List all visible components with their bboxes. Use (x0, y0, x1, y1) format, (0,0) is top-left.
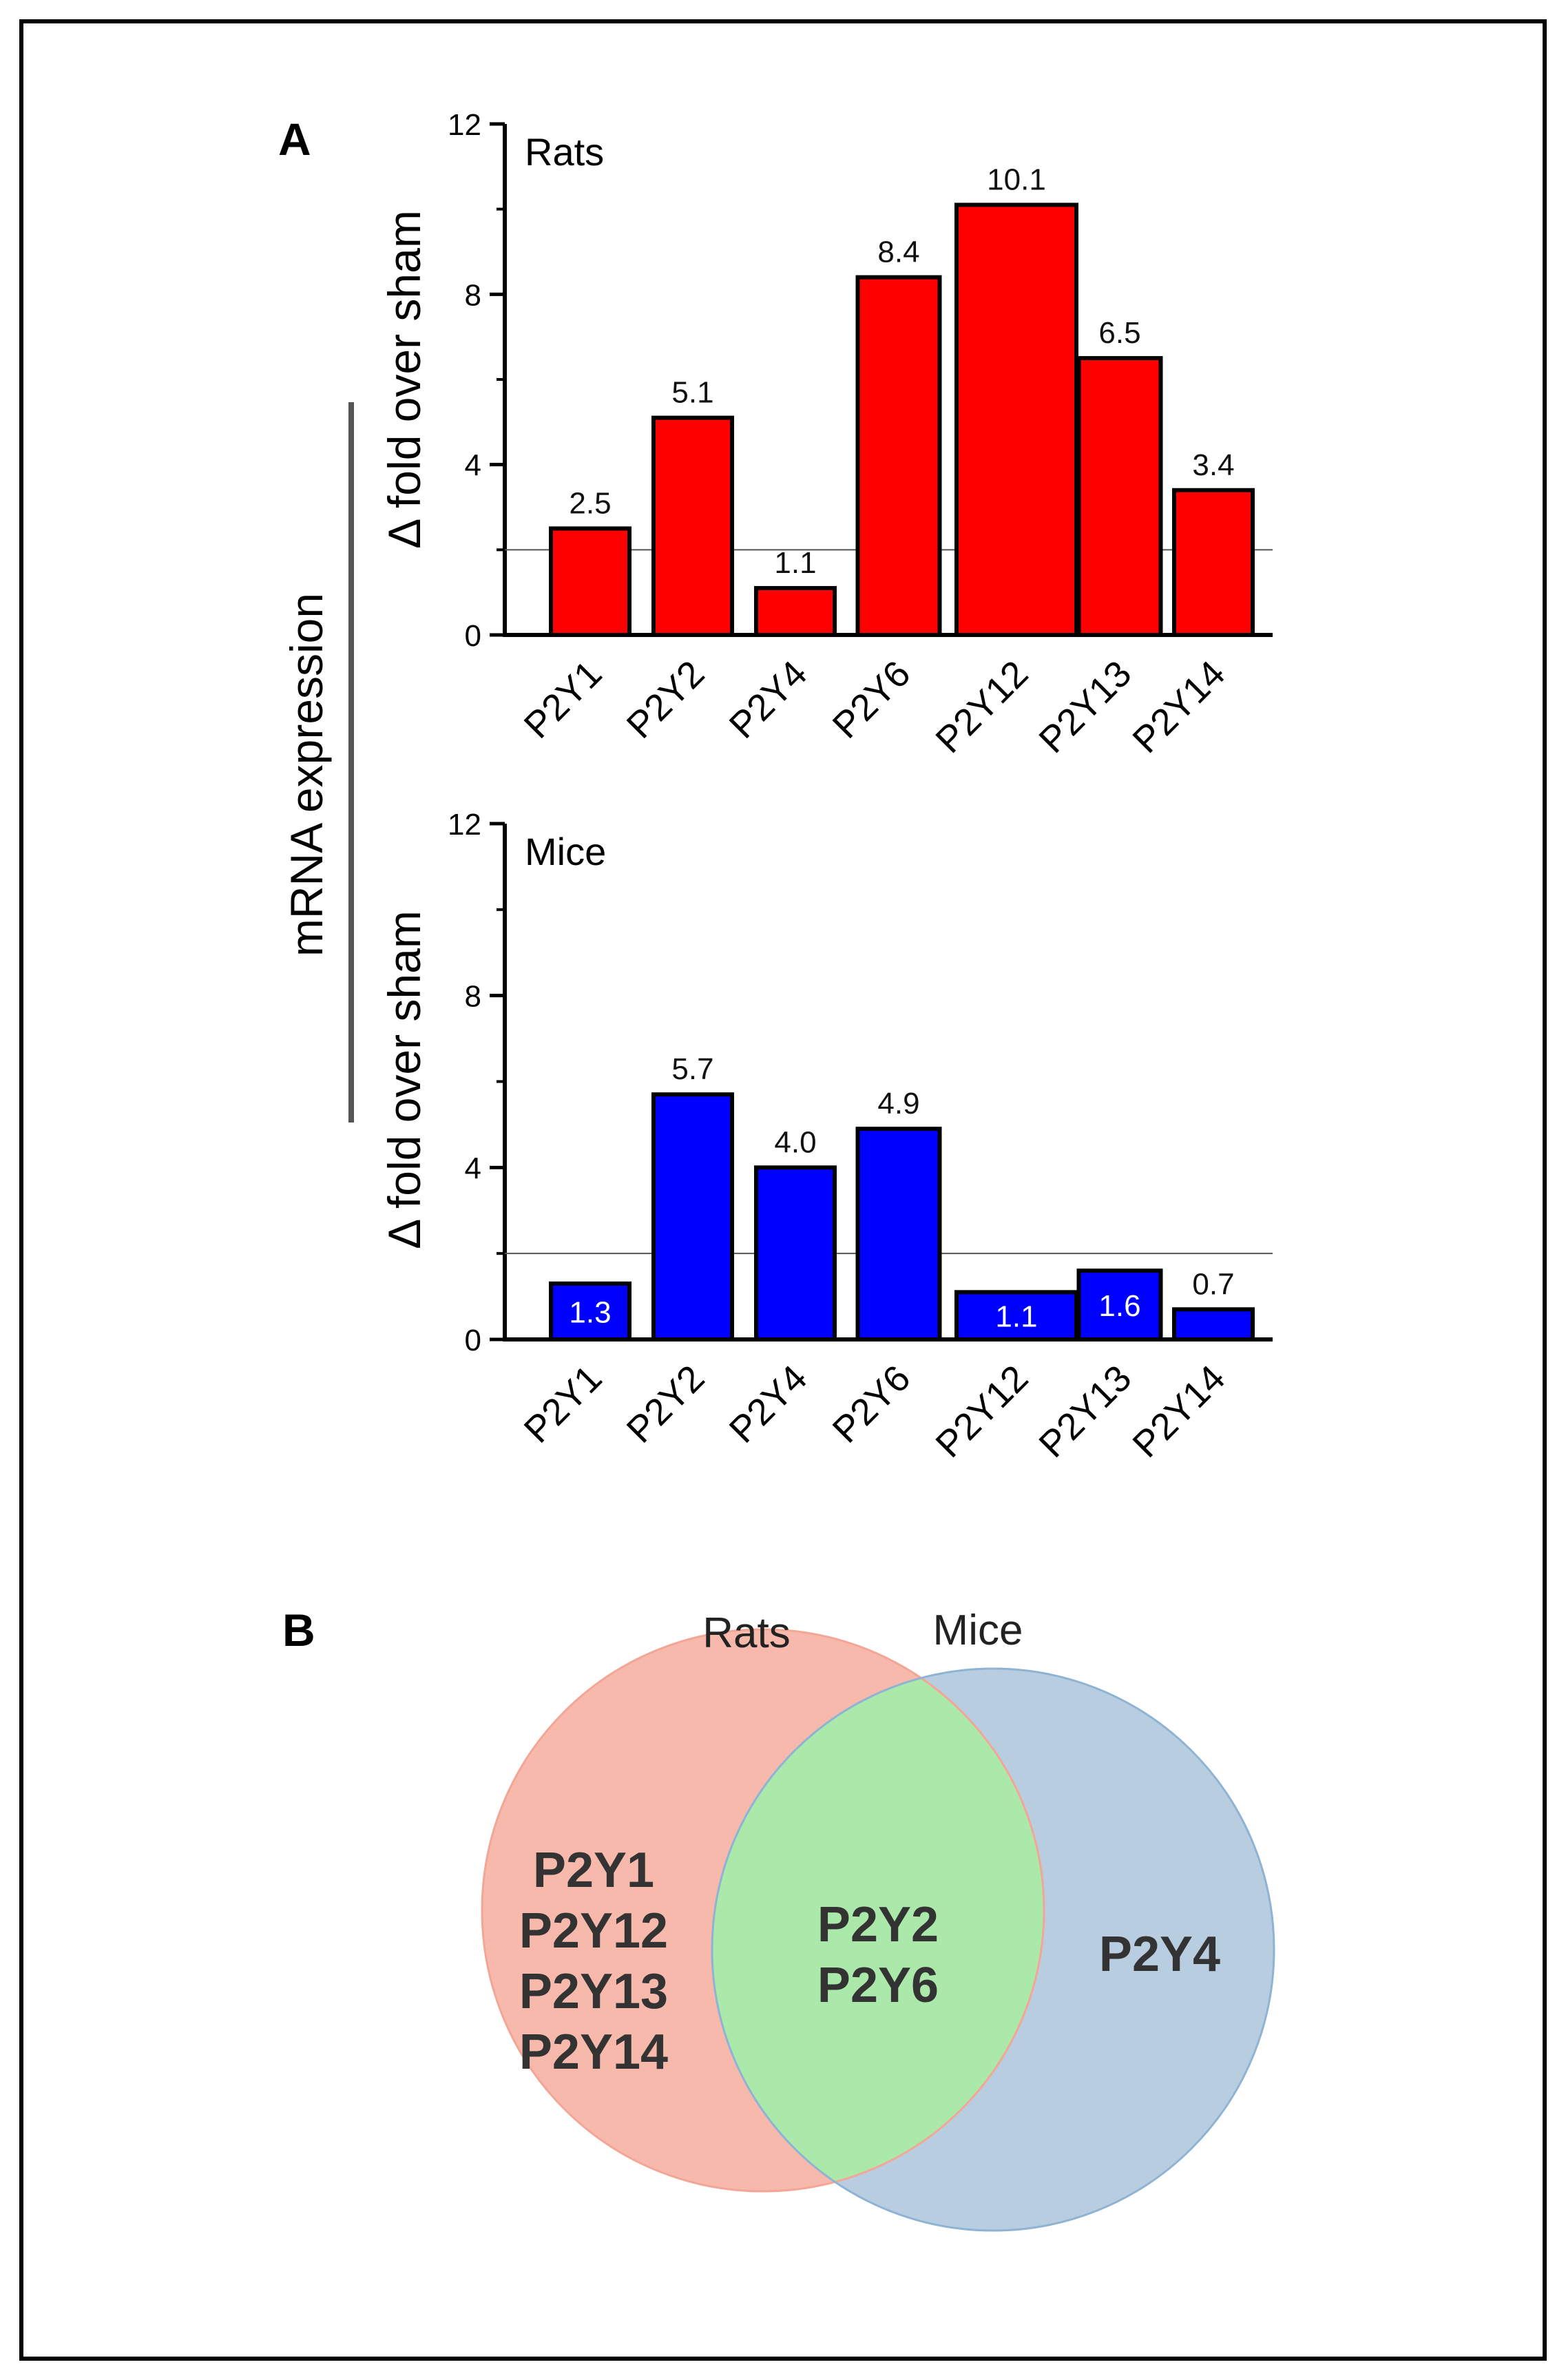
rats-data-label: 5.1 (671, 376, 713, 410)
mice-bar-p2y13 (1076, 1269, 1163, 1342)
rats-y-tick-label: 0 (465, 619, 481, 653)
venn-title-mice: Mice (933, 1607, 1023, 1654)
mice-data-label: 0.7 (1192, 1267, 1234, 1301)
rats-bar-p2y1 (549, 526, 631, 638)
venn-rats-only-item: P2Y13 (519, 1964, 668, 2019)
mice-data-label: 1.6 (1098, 1289, 1140, 1323)
rats-chart-title: Rats (525, 130, 604, 174)
rats-data-label: 3.4 (1192, 448, 1234, 482)
rats-y-tick-label: 12 (448, 108, 481, 142)
mice-data-label: 5.7 (671, 1052, 713, 1086)
venn-rats-only-item: P2Y14 (519, 2025, 668, 2080)
rats-bar-p2y13 (1076, 356, 1163, 637)
venn-shared-list: P2Y2 P2Y6 (817, 1897, 939, 2013)
mice-data-label: 1.1 (995, 1300, 1037, 1334)
mice-chart-title: Mice (525, 830, 606, 873)
rats-bar-p2y2 (651, 415, 734, 638)
panel-b-label: B (282, 1605, 315, 1656)
mice-y-tick-label: 0 (465, 1324, 481, 1357)
rats-y-tick-label: 4 (465, 449, 481, 483)
rats-bar-p2y6 (855, 275, 942, 638)
mice-bar-p2y12 (954, 1290, 1078, 1342)
mice-data-label: 4.9 (877, 1087, 919, 1120)
mice-bar-p2y2 (651, 1092, 734, 1342)
mice-bar-p2y14 (1172, 1307, 1255, 1342)
panel-a-label: A (278, 114, 311, 165)
venn-shared-item: P2Y2 (817, 1897, 939, 1952)
venn-rats-only-item: P2Y1 (533, 1843, 654, 1898)
venn-mice-only-list: P2Y4 (1099, 1927, 1220, 1982)
mice-y-tick-label: 8 (465, 980, 481, 1014)
venn-rats-only-item: P2Y12 (519, 1903, 668, 1959)
mice-data-label: 1.3 (569, 1295, 611, 1329)
venn-shared-item: P2Y6 (817, 1958, 939, 2013)
shared-ylabel: mRNA expression (281, 593, 332, 957)
rats-bar-p2y14 (1172, 488, 1255, 637)
rats-y-tick-label: 8 (465, 278, 481, 312)
venn-outline-rats (481, 1628, 1045, 2193)
mice-y-tick-label: 12 (448, 808, 481, 842)
mice-bar-p2y4 (754, 1165, 837, 1342)
mice-y-tick-label: 4 (465, 1151, 481, 1185)
mice-bar-p2y6 (855, 1127, 942, 1342)
rats-data-label: 2.5 (569, 486, 611, 520)
rats-data-label: 6.5 (1098, 316, 1140, 350)
mice-y-axis-label: Δ fold over sham (379, 910, 430, 1249)
rats-data-label: 1.1 (774, 546, 816, 580)
mice-bar-p2y1 (549, 1281, 631, 1342)
venn-outline-mice (711, 1667, 1275, 2232)
rats-bar-p2y12 (954, 202, 1078, 637)
rats-data-label: 10.1 (987, 163, 1046, 196)
rats-data-label: 8.4 (877, 236, 919, 269)
mice-data-label: 4.0 (774, 1125, 816, 1159)
venn-title-rats: Rats (702, 1609, 790, 1657)
rats-y-axis-label: Δ fold over sham (379, 210, 430, 549)
rats-bar-p2y4 (754, 585, 837, 638)
venn-mice-only-item: P2Y4 (1099, 1927, 1220, 1982)
venn-overlap-region (712, 1669, 1044, 2191)
